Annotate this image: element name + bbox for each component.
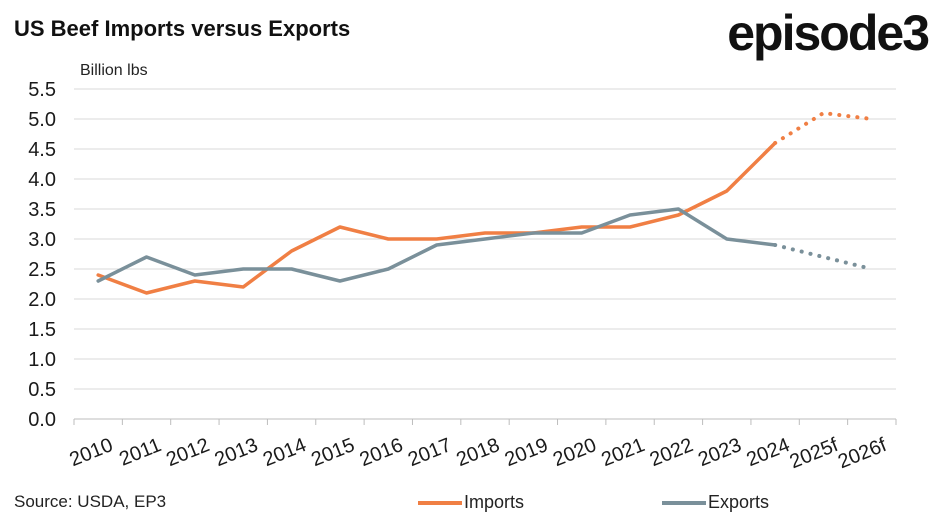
legend-label-exports: Exports	[708, 492, 770, 512]
legend-label-imports: Imports	[464, 492, 525, 512]
series-forecast-line-imports	[773, 110, 874, 145]
x-tick-label: 2010	[67, 434, 117, 471]
y-tick-label: 2.0	[28, 289, 56, 311]
legend-item-exports: Exports	[662, 492, 769, 513]
x-tick-label: 2017	[405, 434, 455, 471]
x-tick-label: 2014	[260, 434, 310, 471]
y-tick-label: 2.5	[28, 259, 56, 281]
y-tick-label: 1.5	[28, 319, 56, 341]
x-tick-label: 2013	[212, 434, 262, 471]
y-tick-label: 3.0	[28, 229, 56, 251]
x-tick-label: 2022	[647, 434, 697, 471]
x-tick-label: 2016	[357, 434, 407, 471]
series-line-imports	[96, 141, 777, 295]
y-axis-unit-label: Billion lbs	[80, 62, 148, 79]
x-tick-label: 2026f	[835, 434, 890, 473]
x-tick-label: 2011	[116, 434, 164, 471]
y-tick-label: 4.5	[28, 139, 56, 161]
chart-title: US Beef Imports versus Exports	[14, 16, 351, 41]
x-tick-label: 2023	[695, 434, 745, 471]
y-tick-label: 5.0	[28, 109, 56, 131]
legend-swatch-imports	[418, 500, 462, 505]
y-tick-label: 4.0	[28, 169, 56, 191]
y-tick-label: 3.5	[28, 199, 56, 221]
source-note: Source: USDA, EP3	[14, 492, 167, 511]
x-tick-label: 2021	[598, 434, 648, 471]
y-tick-label: 0.5	[28, 379, 56, 401]
series-forecast-line-exports	[773, 243, 874, 271]
x-tick-label: 2019	[502, 434, 552, 471]
x-tick-label: 2020	[550, 434, 600, 471]
y-tick-label: 0.0	[28, 409, 56, 431]
y-tick-label: 1.0	[28, 349, 56, 371]
x-tick-label: 2015	[308, 434, 358, 471]
legend-swatch-exports	[662, 500, 706, 505]
legend-item-imports: Imports	[418, 492, 524, 513]
x-tick-label: 2018	[453, 434, 503, 471]
y-tick-label: 5.5	[28, 79, 56, 101]
x-tick-label: 2025f	[787, 434, 842, 473]
x-tick-label: 2012	[163, 434, 213, 471]
episode3-logo: episode3	[727, 5, 930, 61]
